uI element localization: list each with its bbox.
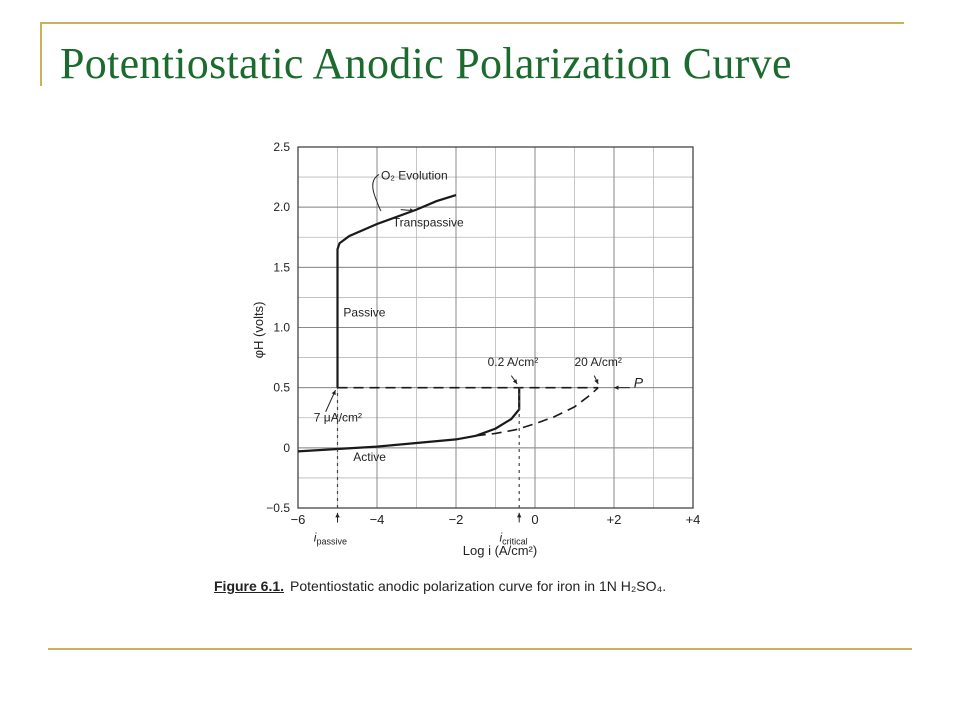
annotation-label: O₂ Evolution <box>381 168 448 182</box>
chart-series <box>297 194 599 508</box>
o2-pointer <box>372 174 382 212</box>
plot-frame <box>297 146 694 509</box>
annotation-label: 0.2 A/cm² <box>488 355 539 369</box>
chart-axes: −6 −4 −2 0 +2 +4 −0.5 0 0.5 1.0 1.5 2.0 2.5 <box>266 140 700 527</box>
frame-bottom-line <box>48 648 912 650</box>
figure-caption-text: Potentiostatic anodic polarization curve… <box>290 578 667 594</box>
annotation-label: P <box>634 375 644 391</box>
chart-grid <box>297 146 694 509</box>
polarization-curve <box>297 387 521 453</box>
slide-title: Potentiostatic Anodic Polarization Curve <box>60 39 792 88</box>
passive-current-arrow-head <box>331 390 336 396</box>
x-tick-label: −6 <box>291 512 306 527</box>
y-tick-label: 1.0 <box>273 321 290 335</box>
x-tick-label: +2 <box>607 512 622 527</box>
annotation-label: ipassive <box>314 531 347 547</box>
annotation-label: Passive <box>343 306 385 320</box>
frame-top-line <box>40 22 904 24</box>
annotation-label: Transpassive <box>393 215 464 229</box>
figure-caption: Figure 6.1. Potentiostatic anodic polariz… <box>214 578 666 594</box>
critical-current-arrow-head <box>512 379 518 385</box>
y-tick-label: 0 <box>283 441 290 455</box>
i-passive-arrow-head <box>335 512 340 518</box>
y-axis-label: φH (volts) <box>251 302 266 359</box>
y-tick-label: 0.5 <box>273 381 290 395</box>
x-tick-label: −2 <box>449 512 464 527</box>
annotation-label: Active <box>353 450 386 464</box>
dashed-curve <box>475 387 599 437</box>
frame-left-line <box>40 22 42 86</box>
p-arrow-head <box>614 385 619 390</box>
i-critical-arrow-head <box>517 512 522 518</box>
x-axis-label: Log i (A/cm²) <box>463 543 537 558</box>
x-tick-label: 0 <box>531 512 538 527</box>
max-current-arrow-head <box>594 379 599 385</box>
y-tick-label: 2.5 <box>273 140 290 154</box>
transpassive-arrow-head <box>409 208 415 213</box>
x-tick-label: +4 <box>686 512 701 527</box>
y-tick-label: 1.5 <box>273 260 290 274</box>
annotation-label: 20 A/cm² <box>575 355 622 369</box>
polarization-curve <box>336 194 457 388</box>
y-tick-label: −0.5 <box>266 501 290 515</box>
figure-label: Figure 6.1. <box>214 578 285 594</box>
annotation-label: 7 μA/cm² <box>314 410 362 424</box>
x-tick-label: −4 <box>370 512 385 527</box>
y-tick-label: 2.0 <box>273 200 290 214</box>
